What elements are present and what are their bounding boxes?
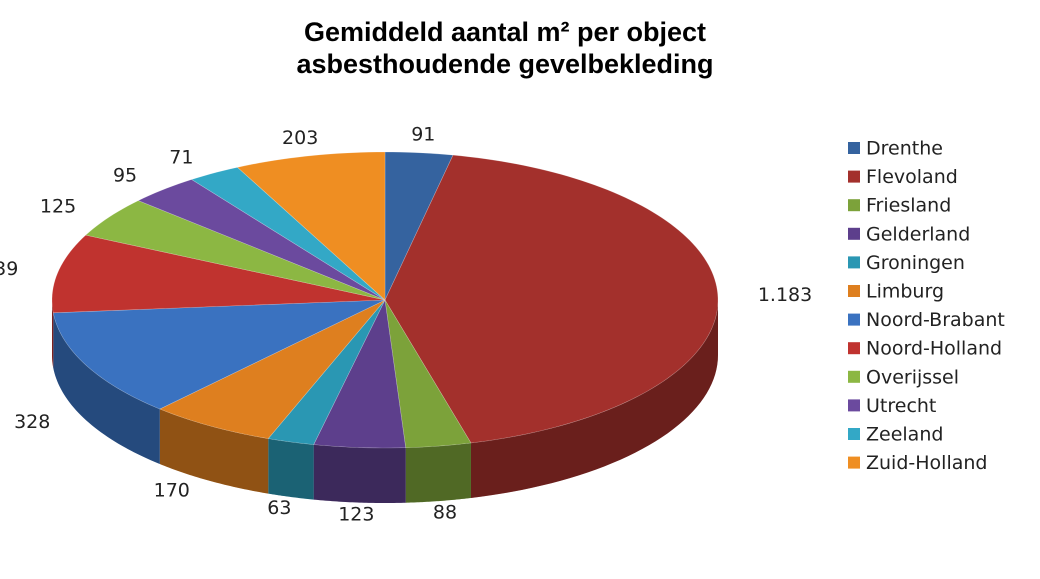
legend-label: Groningen — [866, 252, 965, 274]
slice — [137, 179, 386, 301]
legend-marker — [848, 285, 860, 297]
legend-marker — [848, 256, 860, 269]
legend-marker — [848, 199, 860, 212]
slice — [384, 299, 472, 449]
slice-side — [159, 409, 269, 494]
legend-marker — [848, 313, 860, 326]
data-label: 1.183 — [758, 284, 812, 306]
data-label: 123 — [338, 503, 374, 525]
chart-title: Gemiddeld aantal m² per object asbesthou… — [296, 17, 714, 79]
slice-side — [405, 442, 471, 503]
legend-marker — [848, 399, 860, 412]
slice-side — [268, 438, 314, 500]
data-label: 88 — [433, 502, 457, 524]
legend-label: Limburg — [866, 281, 944, 303]
data-label: 63 — [267, 497, 291, 519]
legend-label: Friesland — [866, 195, 951, 217]
legend-label: Gelderland — [866, 223, 970, 245]
slice — [236, 151, 386, 301]
slice — [51, 234, 386, 314]
legend-label: Utrecht — [866, 395, 936, 417]
legend-marker — [848, 170, 860, 183]
legend-marker — [848, 227, 860, 240]
slice — [190, 166, 386, 301]
legend-label: Zeeland — [866, 424, 943, 446]
slice-side-shade — [268, 438, 314, 500]
slice-side-shade — [470, 300, 718, 498]
legend-marker — [848, 456, 860, 469]
slice-side — [52, 300, 54, 368]
data-label: 95 — [113, 165, 137, 187]
legend-label: Noord-Holland — [866, 338, 1002, 360]
slice — [52, 299, 386, 410]
data-label: 91 — [411, 124, 435, 146]
slice — [313, 298, 407, 449]
legend-marker — [848, 370, 860, 383]
slice-side-shade — [53, 312, 160, 465]
data-label: 125 — [40, 196, 76, 218]
slice — [85, 200, 386, 301]
slice-side — [313, 444, 406, 503]
data-label: 170 — [154, 479, 190, 501]
slice — [384, 154, 719, 444]
slice-side-shade — [405, 442, 471, 503]
legend-label: Flevoland — [866, 166, 958, 188]
legend-marker — [848, 142, 860, 154]
legend-label: Overijssel — [866, 366, 959, 388]
slice-side-shade — [313, 444, 406, 503]
legend-label: Noord-Brabant — [866, 309, 1005, 331]
slice — [267, 299, 386, 445]
data-label: 239 — [0, 258, 18, 280]
data-label: 71 — [169, 146, 193, 168]
slice-side — [470, 300, 718, 498]
data-label: 203 — [282, 127, 318, 149]
legend-label: Drenthe — [866, 138, 943, 160]
legend-label: Zuid-Holland — [866, 452, 987, 474]
slice — [159, 299, 386, 439]
data-label: 328 — [14, 411, 50, 433]
slice — [384, 151, 454, 301]
slice-side — [53, 312, 160, 465]
slice-side-shade — [159, 409, 269, 494]
legend-marker — [848, 428, 860, 440]
slice-side-shade — [52, 300, 54, 368]
legend-marker — [848, 342, 860, 355]
